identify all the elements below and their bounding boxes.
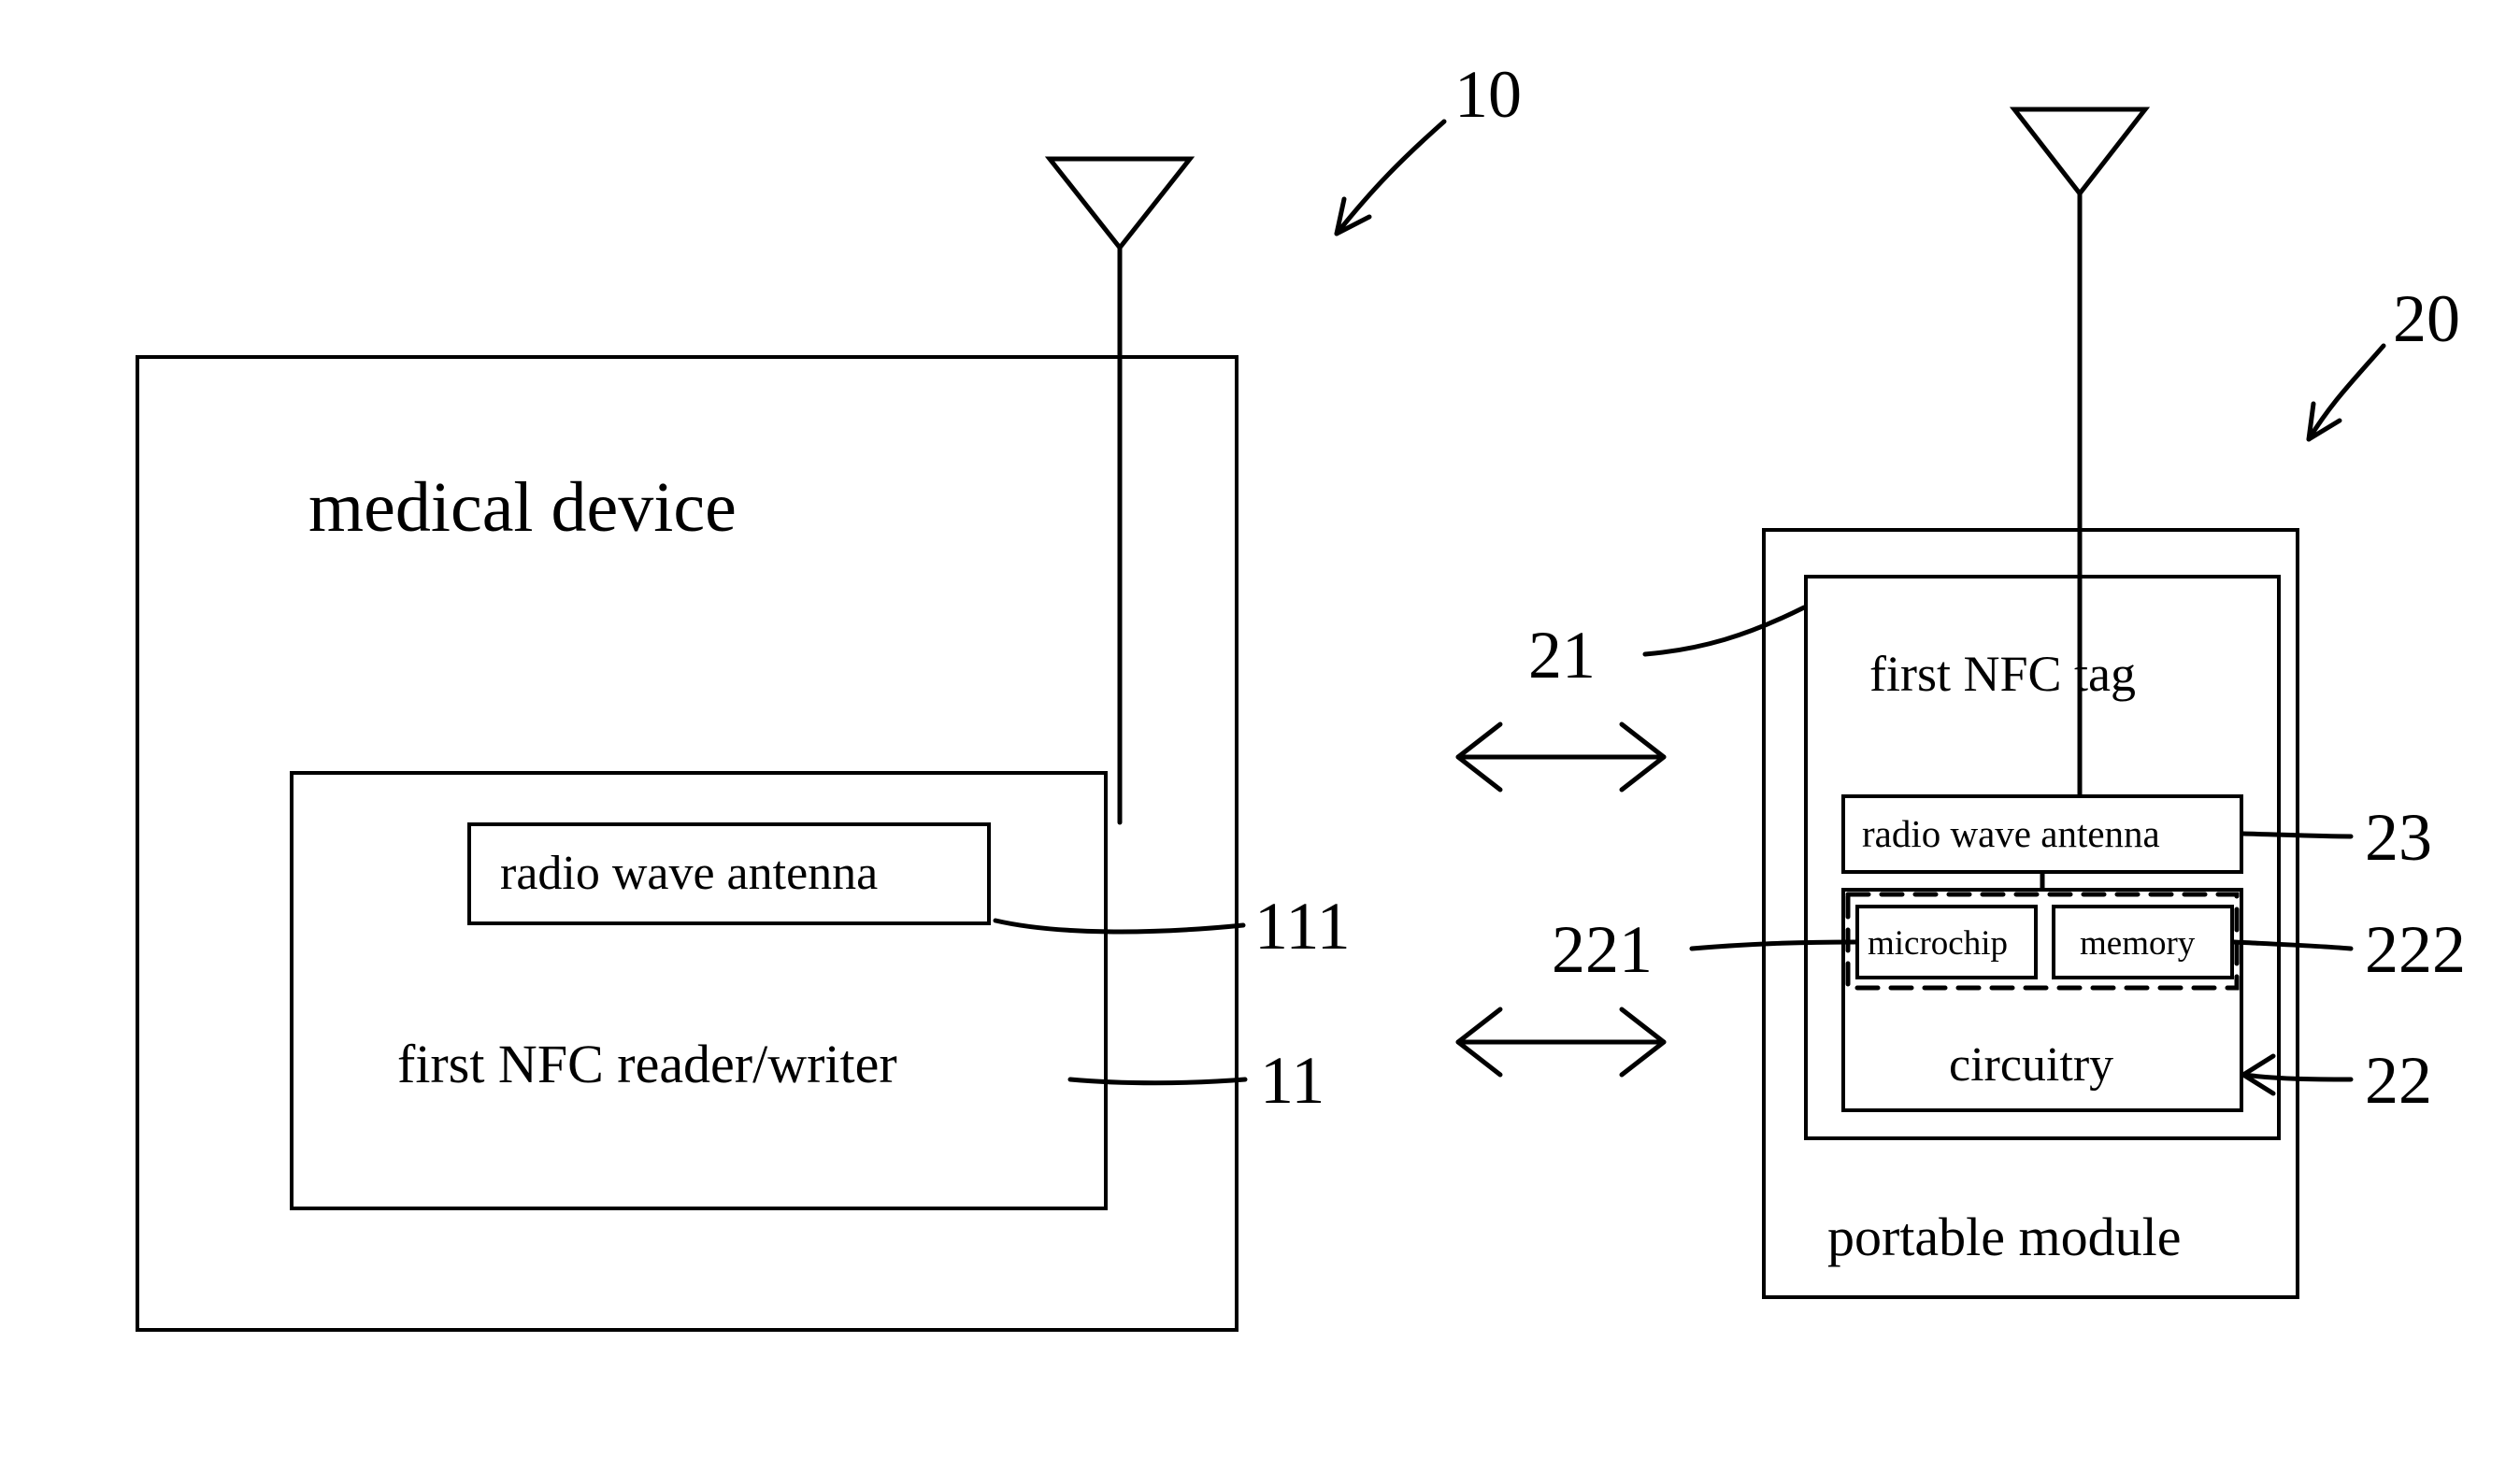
ref-21: 21 (1528, 617, 1596, 694)
nfc-reader-label: first NFC reader/writer (397, 1033, 897, 1095)
ref-23: 23 (2365, 799, 2432, 877)
ref-20: 20 (2393, 280, 2460, 358)
nfc-tag-label: first NFC tag (1869, 645, 2136, 703)
ref-111: 111 (1254, 888, 1351, 965)
right-antenna-label: radio wave antenna (1862, 811, 2160, 856)
microchip-label: microchip (1868, 923, 2008, 964)
portable-module-label: portable module (1827, 1206, 2182, 1268)
circuitry-label: circuitry (1949, 1037, 2113, 1093)
ref-10: 10 (1454, 56, 1522, 134)
left-antenna-label: radio wave antenna (500, 846, 878, 901)
ref-22: 22 (2365, 1042, 2432, 1120)
memory-label: memory (2080, 923, 2195, 964)
medical-device-label: medical device (308, 467, 737, 549)
ref-11: 11 (1260, 1042, 1324, 1120)
ref-221: 221 (1552, 911, 1653, 989)
ref-222: 222 (2365, 911, 2466, 989)
